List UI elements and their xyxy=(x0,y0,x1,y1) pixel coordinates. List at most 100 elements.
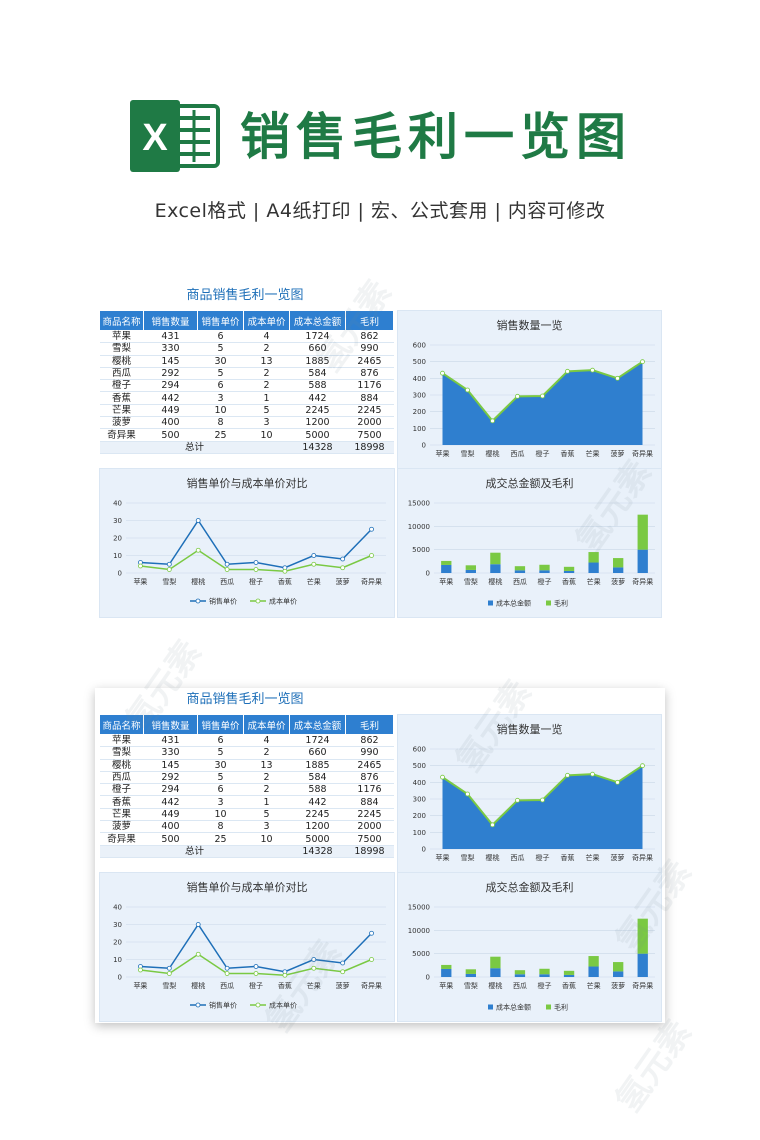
table-row: 菠萝 400 8 3 1200 2000 xyxy=(99,820,394,834)
legend-swatch xyxy=(546,600,551,606)
table-cell: 香蕉 xyxy=(99,391,144,405)
table-cell: 30 xyxy=(197,355,244,368)
x-tick-label: 菠萝 xyxy=(336,577,350,586)
table-cell: 2245 xyxy=(345,404,394,418)
table-cell: 588 xyxy=(289,783,346,797)
legend-swatch xyxy=(488,1004,493,1010)
table-cell: 2 xyxy=(243,746,290,760)
table-cell: 西瓜 xyxy=(99,771,144,785)
table-cell: 1200 xyxy=(289,820,346,834)
table-cell: 442 xyxy=(143,795,198,809)
stacked-bar-chart-amount-profit: 成交总金额及毛利 0 5000 10000 15000 苹果 雪梨 樱桃 西瓜 橙子 香蕉 芒果 菠萝奇… xyxy=(397,468,662,618)
data-point xyxy=(369,957,374,962)
y-tick-label: 10 xyxy=(113,552,122,560)
table-row: 芒果 449 10 5 2245 2245 xyxy=(99,404,394,418)
table-cell: 862 xyxy=(345,734,394,748)
y-tick-label: 100 xyxy=(413,425,426,433)
bar xyxy=(637,514,648,550)
table-cell: 1724 xyxy=(289,734,346,748)
data-point xyxy=(224,567,230,572)
bar xyxy=(613,558,624,568)
table-row: 菠萝 400 8 3 1200 2000 xyxy=(99,416,394,430)
x-tick-label: 苹果 xyxy=(133,577,147,586)
data-point xyxy=(166,965,172,971)
x-tick-label: 奇异果 xyxy=(632,853,653,862)
table-row: 西瓜 292 5 2 584 876 xyxy=(99,367,394,381)
y-tick-label: 400 xyxy=(413,375,426,383)
x-tick-label: 菠萝 xyxy=(336,981,350,990)
y-tick-label: 0 xyxy=(118,570,122,578)
x-tick-label: 芒果 xyxy=(307,577,321,586)
table-row: 芒果 449 10 5 2245 2245 xyxy=(99,808,394,822)
bar xyxy=(514,970,526,975)
y-tick-label: 300 xyxy=(413,796,426,804)
bar xyxy=(563,970,575,975)
legend-label: 销售单价 xyxy=(209,1001,237,1010)
table-cell: 苹果 xyxy=(99,330,144,344)
table-cell: 芒果 xyxy=(99,808,144,822)
x-tick-label: 橙子 xyxy=(538,577,552,586)
data-point xyxy=(565,368,570,374)
bar xyxy=(490,956,501,969)
table-cell: 2465 xyxy=(345,355,394,368)
x-tick-label: 西瓜 xyxy=(513,982,527,990)
table-cell: 5000 xyxy=(289,832,346,846)
y-tick-label: 15000 xyxy=(408,904,430,912)
data-point xyxy=(166,567,172,572)
data-point xyxy=(138,563,143,569)
data-point xyxy=(138,967,143,973)
sheet-title: 商品销售毛利一览图 xyxy=(186,288,304,303)
table-row: 雪梨 330 5 2 660 990 xyxy=(99,342,394,356)
x-tick-label: 樱桃 xyxy=(488,577,502,586)
excel-logo: X xyxy=(128,100,220,172)
x-tick-label: 香蕉 xyxy=(562,577,576,586)
table-cell: 奇异果 xyxy=(99,832,144,846)
table-cell: 5 xyxy=(197,746,244,760)
table-row: 橙子 294 6 2 588 1176 xyxy=(99,783,394,797)
bar xyxy=(539,570,550,573)
data-point xyxy=(340,969,346,975)
data-point xyxy=(340,565,346,571)
table-cell: 442 xyxy=(289,795,346,809)
bar xyxy=(490,968,501,977)
x-tick-label: 雪梨 xyxy=(162,981,176,990)
table-cell: 5 xyxy=(197,771,244,785)
x-tick-label: 菠萝 xyxy=(611,449,625,458)
table-cell: 2 xyxy=(243,783,290,797)
y-tick-label: 400 xyxy=(413,779,426,787)
data-point xyxy=(282,568,288,574)
data-point xyxy=(465,791,470,797)
line-chart-price-compare: 销售单价与成本单价对比 0 10 20 30 40 苹果 雪梨 樱桃 西瓜 橙子 香蕉 芒果 菠萝 奇异果销… xyxy=(99,872,395,1022)
bar xyxy=(637,953,648,977)
column-header: 销售数量 xyxy=(143,714,198,735)
data-point xyxy=(224,971,230,976)
x-tick-label: 芒果 xyxy=(586,449,600,458)
y-tick-label: 10000 xyxy=(408,523,430,531)
table-row: 西瓜 292 5 2 584 876 xyxy=(99,771,394,785)
table-cell: 8 xyxy=(197,416,244,430)
bar xyxy=(588,956,599,967)
table-cell: 449 xyxy=(143,404,198,418)
bar xyxy=(441,968,452,977)
table-cell: 5 xyxy=(197,367,244,381)
legend-label: 毛利 xyxy=(554,1003,568,1012)
table-cell: 樱桃 xyxy=(99,355,144,368)
table-cell: 876 xyxy=(345,771,394,785)
legend-label: 销售单价 xyxy=(209,597,237,606)
data-point xyxy=(224,561,230,567)
total-profit: 18998 xyxy=(345,845,394,858)
x-tick-label: 奇异果 xyxy=(632,449,653,458)
chart-title: 销售数量一览 xyxy=(496,723,563,736)
data-point xyxy=(615,779,620,785)
legend-marker xyxy=(255,1002,261,1008)
column-header: 毛利 xyxy=(345,310,394,331)
y-tick-label: 40 xyxy=(113,500,122,508)
data-point xyxy=(590,771,595,777)
bar xyxy=(441,964,452,969)
bar xyxy=(563,570,575,573)
y-tick-label: 20 xyxy=(113,939,122,947)
data-point xyxy=(540,797,545,803)
table-cell: 13 xyxy=(243,355,290,368)
table-cell: 苹果 xyxy=(99,734,144,748)
table-cell: 1885 xyxy=(289,759,346,772)
